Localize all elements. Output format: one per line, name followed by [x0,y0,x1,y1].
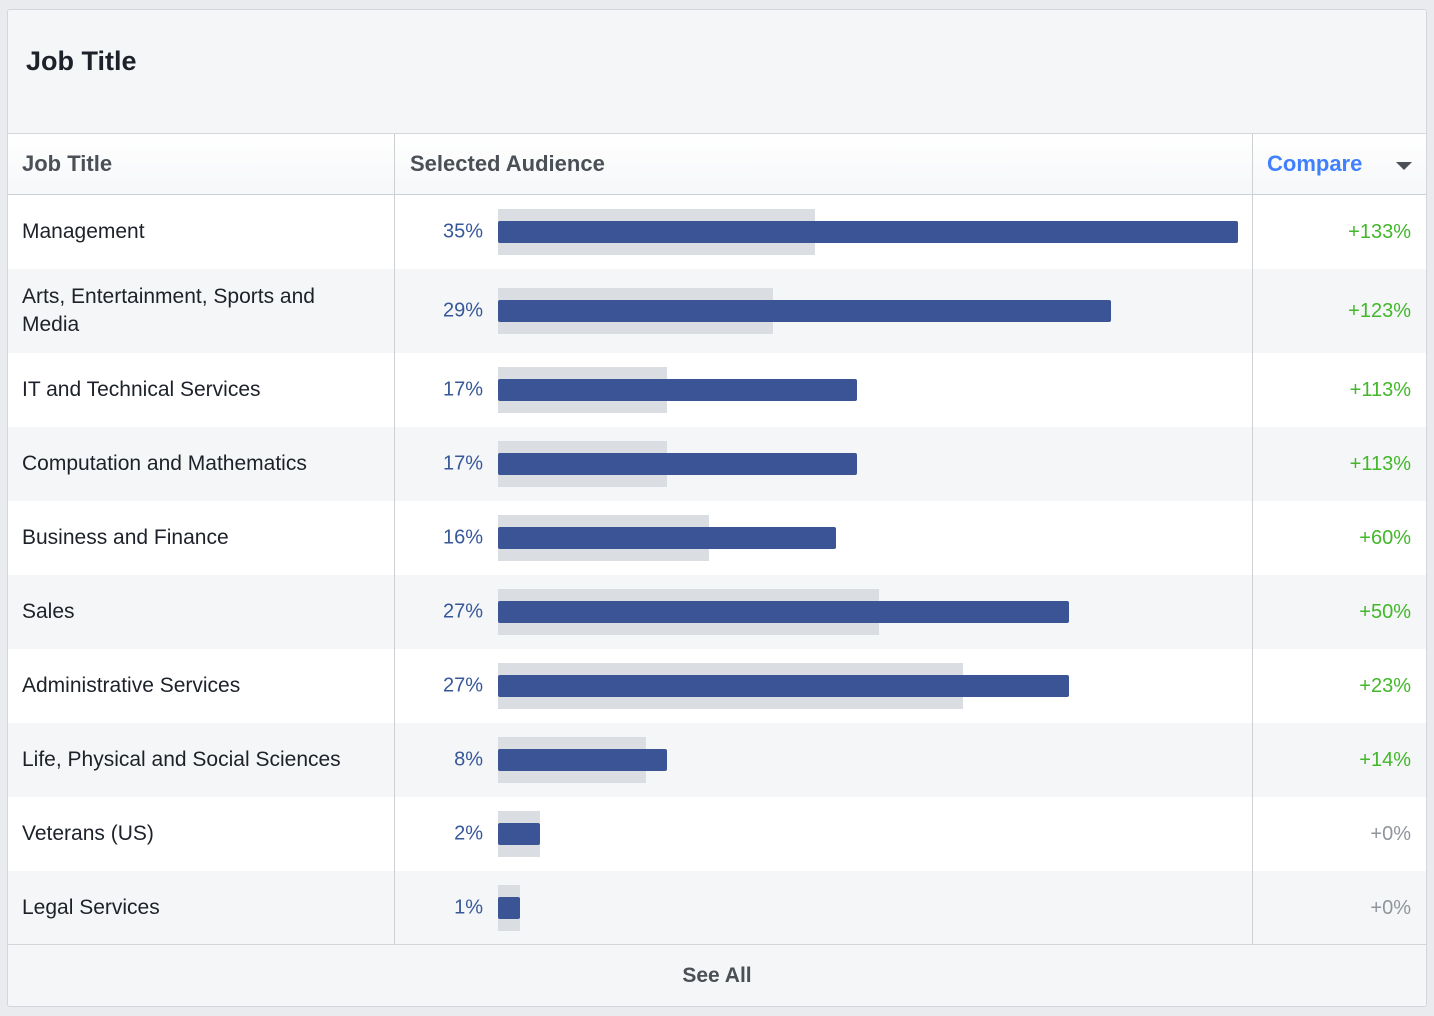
compare-value: +0% [1370,822,1411,845]
bar-track [498,737,1238,783]
table-row: Life, Physical and Social Sciences 8% +14% [8,723,1426,797]
compare-value: +14% [1359,748,1411,771]
audience-cell: 8% [395,723,1253,797]
audience-cell: 35% [395,195,1253,269]
audience-bar [498,675,1069,697]
audience-cell: 17% [395,427,1253,501]
see-all-button[interactable]: See All [8,944,1426,1006]
table-row: IT and Technical Services 17% +113% [8,353,1426,427]
table-row: Management 35% +133% [8,195,1426,269]
job-title-label: Legal Services [8,871,395,945]
compare-dropdown[interactable]: Compare [1253,134,1426,194]
audience-percent: 17% [442,378,483,401]
bar-track [498,811,1238,857]
compare-value: +60% [1359,526,1411,549]
audience-cell: 27% [395,575,1253,649]
job-title-label: IT and Technical Services [8,353,395,427]
table-row: Business and Finance 16% +60% [8,501,1426,575]
compare-value: +0% [1370,896,1411,919]
audience-percent: 2% [454,822,483,845]
job-title-label: Administrative Services [8,649,395,723]
table-row: Computation and Mathematics 17% +113% [8,427,1426,501]
job-title-card: Job Title Job Title Selected Audience Co… [7,9,1427,1007]
card-header: Job Title [8,10,1426,134]
audience-cell: 29% [395,269,1253,353]
table-body: Management 35% +133% Arts, Entertainment, S… [8,195,1426,945]
job-title-label: Veterans (US) [8,797,395,871]
audience-bar [498,749,668,771]
audience-percent: 27% [442,600,483,623]
table-row: Administrative Services 27% +23% [8,649,1426,723]
bar-track [498,288,1238,334]
job-title-label: Business and Finance [8,501,395,575]
bar-track [498,885,1238,931]
audience-percent: 29% [442,299,483,322]
job-title-label: Life, Physical and Social Sciences [8,723,395,797]
table-row: Legal Services 1% +0% [8,871,1426,945]
job-title-label: Computation and Mathematics [8,427,395,501]
audience-bar [498,379,858,401]
audience-bar [498,823,541,845]
audience-percent: 1% [454,896,483,919]
column-header-job-title: Job Title [8,134,395,194]
audience-percent: 17% [442,452,483,475]
bar-track [498,515,1238,561]
audience-cell: 16% [395,501,1253,575]
audience-cell: 17% [395,353,1253,427]
audience-percent: 8% [454,748,483,771]
compare-label: Compare [1267,151,1363,176]
bar-track [498,663,1238,709]
job-title-table: Job Title Selected Audience Compare Mana… [8,134,1426,945]
compare-value: +133% [1348,220,1411,243]
audience-cell: 1% [395,871,1253,945]
audience-bar [498,527,837,549]
audience-percent: 27% [442,674,483,697]
bar-track [498,209,1238,255]
compare-value: +123% [1348,299,1411,322]
audience-bar [498,453,858,475]
compare-value: +23% [1359,674,1411,697]
job-title-label: Sales [8,575,395,649]
compare-value: +50% [1359,600,1411,623]
job-title-label: Arts, Entertainment, Sports and Media [8,269,395,353]
compare-value: +113% [1349,452,1411,475]
audience-bar [498,221,1238,243]
audience-percent: 35% [442,220,483,243]
job-title-label: Management [8,195,395,269]
card-title: Job Title [26,46,137,76]
compare-value: +113% [1349,378,1411,401]
table-header: Job Title Selected Audience Compare [8,134,1426,195]
bar-track [498,441,1238,487]
caret-down-icon [1396,162,1412,170]
audience-bar [498,601,1069,623]
audience-percent: 16% [442,526,483,549]
audience-cell: 27% [395,649,1253,723]
audience-bar [498,300,1112,322]
column-header-selected-audience: Selected Audience [395,134,1253,194]
table-row: Arts, Entertainment, Sports and Media 29%… [8,269,1426,353]
table-row: Sales 27% +50% [8,575,1426,649]
audience-bar [498,897,520,919]
table-row: Veterans (US) 2% +0% [8,797,1426,871]
bar-track [498,589,1238,635]
bar-track [498,367,1238,413]
audience-cell: 2% [395,797,1253,871]
